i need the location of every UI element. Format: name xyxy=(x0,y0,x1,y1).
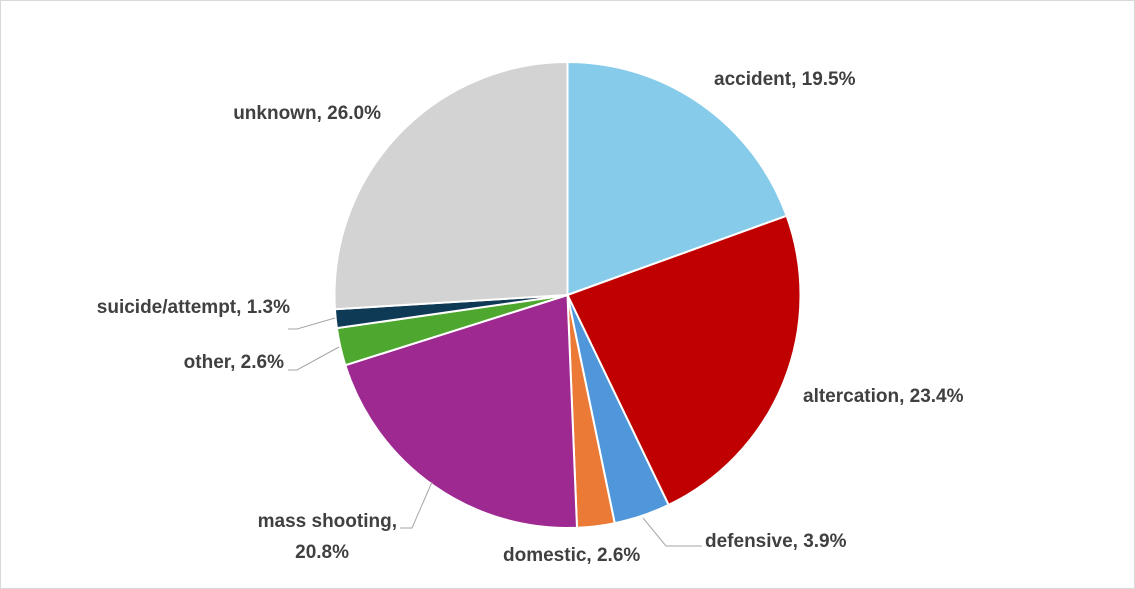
leader-line-defensive xyxy=(642,517,702,547)
data-label-other: other, 2.6% xyxy=(184,352,284,373)
data-label-defensive: defensive, 3.9% xyxy=(705,531,847,552)
data-label-accident: accident, 19.5% xyxy=(714,69,856,90)
leader-line-suicide-attempt xyxy=(288,317,336,330)
data-label-domestic: domestic, 2.6% xyxy=(503,545,640,566)
pie-slice-unknown xyxy=(333,60,569,311)
pie-slice-accident xyxy=(566,60,788,297)
data-label-suicide-attempt: suicide/attempt, 1.3% xyxy=(97,297,290,318)
leader-line-mass-shooting xyxy=(400,481,433,529)
pie-slice-altercation xyxy=(566,214,802,507)
data-label-mass-shooting: mass shooting, 20.8% xyxy=(258,511,397,563)
data-label-unknown: unknown, 26.0% xyxy=(233,103,381,124)
data-label-altercation: altercation, 23.4% xyxy=(803,386,964,407)
leader-line-other xyxy=(288,346,340,371)
pie-slice-mass-shooting xyxy=(344,293,579,529)
